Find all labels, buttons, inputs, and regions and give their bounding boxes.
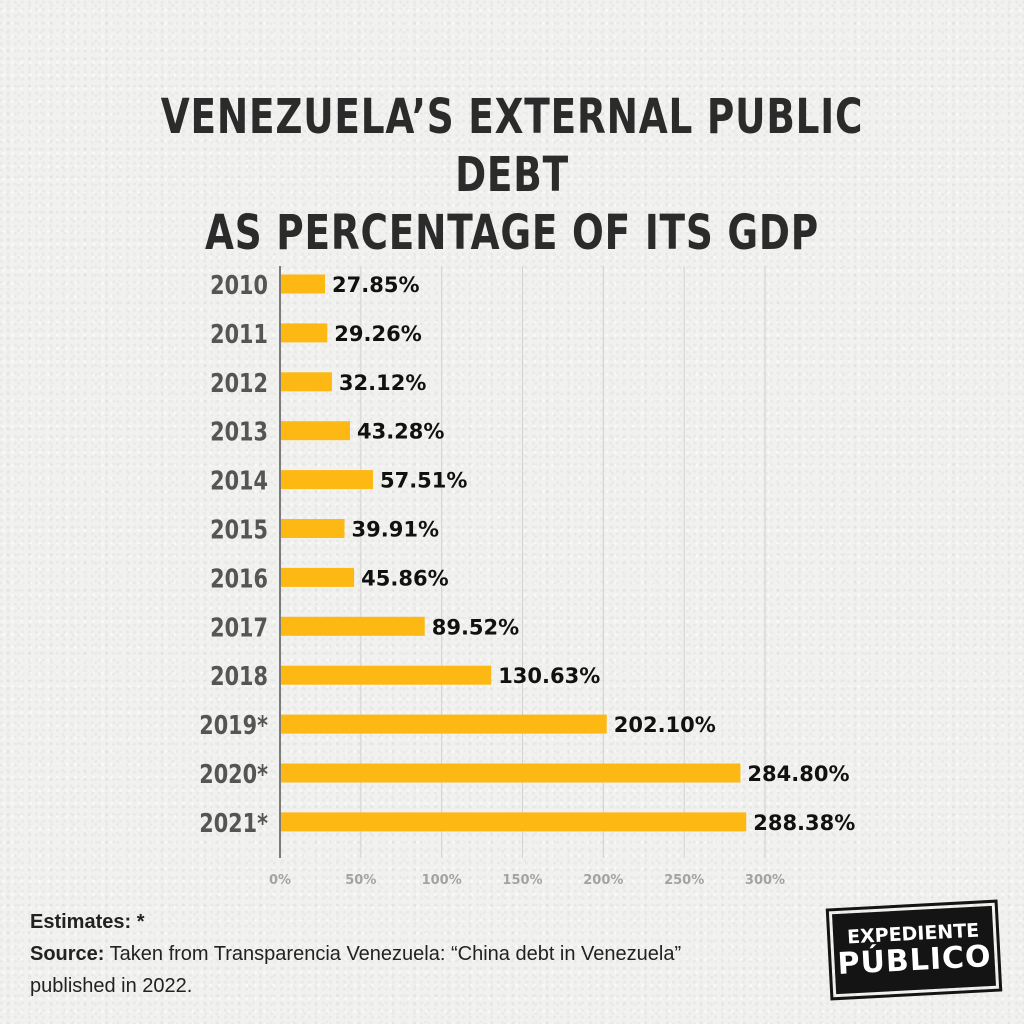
category-label: 2010 bbox=[210, 270, 268, 301]
data-label: 130.63% bbox=[498, 664, 600, 688]
data-label: 43.28% bbox=[357, 420, 444, 444]
bar bbox=[281, 763, 741, 783]
bar bbox=[281, 665, 492, 685]
x-tick-label: 200% bbox=[583, 873, 623, 888]
data-label: 89.52% bbox=[432, 615, 519, 639]
bar bbox=[281, 519, 345, 538]
x-tick-label: 300% bbox=[745, 873, 785, 888]
data-label: 32.12% bbox=[339, 371, 426, 395]
category-label: 2017 bbox=[210, 612, 268, 643]
data-label: 57.51% bbox=[380, 469, 467, 493]
logo-line-2: PÚBLICO bbox=[836, 938, 993, 982]
chart-title-line-1: VENEZUELA’S EXTERNAL PUBLIC DEBT bbox=[160, 89, 864, 203]
data-label: 45.86% bbox=[361, 566, 448, 590]
bar bbox=[281, 812, 747, 832]
category-label: 2019* bbox=[199, 710, 268, 741]
x-tick-label: 250% bbox=[664, 873, 704, 888]
data-label: 284.80% bbox=[747, 762, 849, 786]
category-label: 2014 bbox=[210, 465, 268, 496]
bar bbox=[281, 421, 350, 441]
x-tick-label: 100% bbox=[422, 873, 462, 888]
bar bbox=[281, 372, 332, 392]
category-label: 2015 bbox=[210, 514, 268, 545]
category-label: 2018 bbox=[210, 661, 268, 692]
category-label: 2021* bbox=[199, 808, 268, 839]
category-label: 2016 bbox=[210, 563, 268, 594]
bar bbox=[281, 567, 355, 587]
source-note: Source: Taken from Transparencia Venezue… bbox=[30, 938, 710, 1002]
chart-title-line-2: AS PERCENTAGE OF ITS GDP bbox=[204, 205, 820, 261]
category-label: 2020* bbox=[199, 759, 268, 790]
x-tick-label: 150% bbox=[502, 873, 542, 888]
expediente-publico-logo: EXPEDIENTE PÚBLICO bbox=[825, 899, 1003, 1001]
x-tick-label: 50% bbox=[345, 873, 376, 888]
source-text: Taken from Transparencia Venezuela: “Chi… bbox=[30, 943, 682, 997]
data-label: 29.26% bbox=[334, 322, 421, 346]
category-label: 2012 bbox=[210, 368, 268, 399]
data-label: 39.91% bbox=[352, 518, 439, 542]
bar bbox=[281, 274, 326, 294]
estimates-note: Estimates: * bbox=[30, 911, 145, 933]
data-label: 288.38% bbox=[753, 811, 855, 835]
footer-notes: Estimates: * Source: Taken from Transpar… bbox=[30, 906, 710, 1002]
category-label: 2011 bbox=[210, 319, 268, 350]
source-label: Source: bbox=[30, 943, 105, 965]
data-label: 202.10% bbox=[614, 713, 716, 737]
chart-title: VENEZUELA’S EXTERNAL PUBLIC DEBT AS PERC… bbox=[113, 88, 912, 262]
bar bbox=[281, 616, 425, 636]
bar bbox=[281, 470, 373, 490]
bar bbox=[281, 323, 328, 343]
x-tick-label: 0% bbox=[269, 873, 291, 888]
category-label: 2013 bbox=[210, 416, 268, 447]
data-label: 27.85% bbox=[332, 273, 419, 297]
bar bbox=[281, 714, 607, 734]
